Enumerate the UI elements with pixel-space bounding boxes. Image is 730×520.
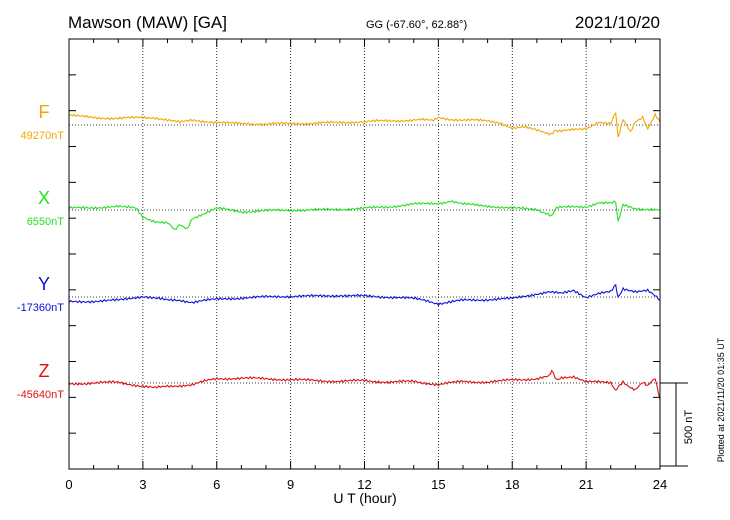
x-tick-label: 24 — [653, 477, 667, 492]
baseline-value-z: -45640nT — [17, 389, 64, 401]
component-label-x: X — [38, 188, 50, 208]
x-tick-label: 18 — [505, 477, 519, 492]
x-tick-label: 0 — [65, 477, 72, 492]
scale-bar-label: 500 nT — [683, 410, 695, 445]
x-tick-label: 3 — [139, 477, 146, 492]
x-tick-label: 12 — [357, 477, 371, 492]
baseline-value-y: -17360nT — [17, 302, 64, 314]
plot-frame — [68, 38, 661, 470]
series-line-y — [68, 283, 661, 307]
x-tick-label: 15 — [431, 477, 445, 492]
component-label-f: F — [39, 102, 50, 122]
x-axis-title: U T (hour) — [333, 490, 396, 506]
series-line-z — [68, 369, 661, 400]
x-tick-label: 9 — [287, 477, 294, 492]
x-tick-label: 6 — [213, 477, 220, 492]
series-line-f — [68, 111, 661, 138]
baseline-layer — [69, 124, 660, 384]
baseline-value-f: 49270nT — [21, 130, 65, 142]
chart-title: Mawson (MAW) [GA] — [68, 13, 227, 32]
coordinates-label: GG (-67.60°, 62.88°) — [366, 19, 467, 31]
series-layer — [68, 111, 661, 400]
component-label-y: Y — [38, 274, 50, 294]
series-line-x — [68, 199, 660, 230]
component-label-z: Z — [39, 361, 50, 381]
date-label: 2021/10/20 — [575, 13, 660, 32]
grid-layer — [142, 39, 587, 469]
baseline-value-x: 6550nT — [27, 216, 65, 228]
axis-layer — [68, 38, 688, 470]
plot-timestamp-note: Plotted at 2021/11/20 01:35 UT — [716, 337, 726, 462]
x-tick-label: 21 — [579, 477, 593, 492]
label-layer: 0 3 6 9 12 15 18 21 24 F 49270nT X 6550nT Y -17360nT Z -… — [17, 102, 667, 492]
